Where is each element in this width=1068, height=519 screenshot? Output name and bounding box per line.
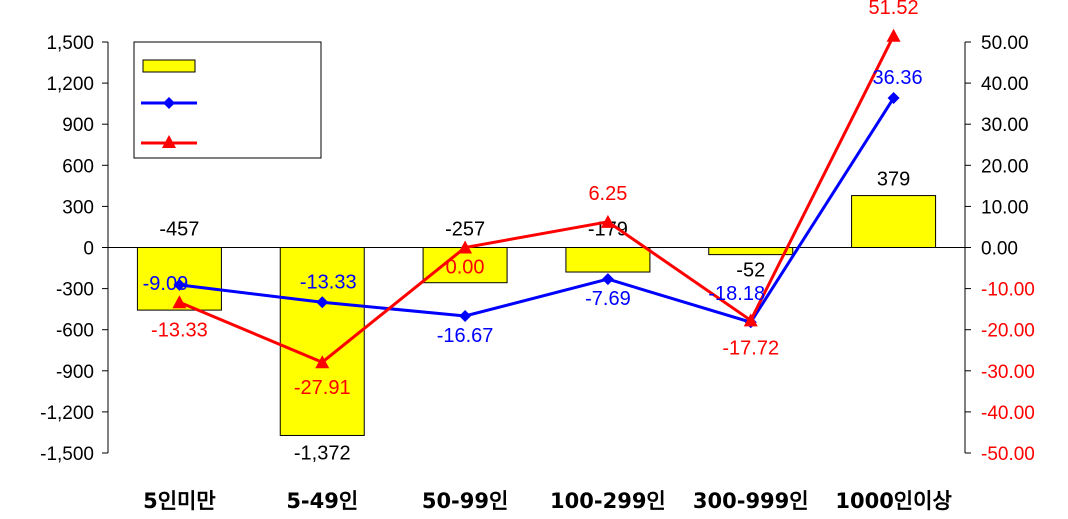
bar-data-label: 379 bbox=[877, 169, 910, 191]
y-right-tick-label: -30.00 bbox=[981, 362, 1035, 383]
x-category-label: 1000인이상 bbox=[835, 489, 951, 513]
red-series-point bbox=[743, 313, 758, 327]
y-left-tick-label: 0 bbox=[83, 239, 94, 260]
y-left-tick-label: 1,500 bbox=[46, 33, 94, 54]
blue-data-label: -16.67 bbox=[437, 325, 494, 347]
bar-data-label: -257 bbox=[445, 219, 485, 241]
legend-red-marker bbox=[162, 135, 176, 148]
blue-data-label: -9.09 bbox=[143, 273, 189, 295]
red-series-point bbox=[172, 295, 187, 309]
y-right-tick-label: 0.00 bbox=[981, 239, 1018, 260]
x-category-label: 50-99인 bbox=[422, 489, 508, 513]
blue-data-label: 36.36 bbox=[873, 67, 923, 89]
red-data-label: 0.00 bbox=[446, 257, 485, 279]
blue-series-point bbox=[173, 278, 186, 291]
red-series-point bbox=[458, 240, 473, 254]
blue-series-line bbox=[179, 97, 895, 324]
bar bbox=[565, 247, 651, 273]
y-right-tick-label: -10.00 bbox=[981, 280, 1035, 301]
red-data-label: 51.52 bbox=[869, 0, 919, 19]
y-right-tick-label: 10.00 bbox=[981, 197, 1029, 218]
x-category-label: 5-49인 bbox=[286, 489, 358, 513]
y-right-tick-label: 20.00 bbox=[981, 156, 1029, 177]
x-category-label: 300-999인 bbox=[693, 489, 809, 513]
bar-data-label: -457 bbox=[159, 219, 199, 241]
bar-data-label: -1,372 bbox=[294, 442, 351, 464]
red-series-point bbox=[600, 214, 615, 228]
y-left-tick-label: 1,200 bbox=[46, 74, 94, 95]
y-right-tick-label: 40.00 bbox=[981, 74, 1029, 95]
red-data-label: 6.25 bbox=[588, 183, 627, 205]
legend-blue-marker bbox=[163, 97, 175, 109]
bar-data-label: -52 bbox=[736, 260, 765, 282]
y-right-tick-label: -20.00 bbox=[981, 321, 1035, 342]
y-left-tick-label: -1,200 bbox=[40, 403, 94, 424]
red-data-label: -17.72 bbox=[722, 337, 779, 359]
blue-series-point bbox=[887, 92, 900, 105]
red-series-point bbox=[315, 355, 330, 369]
red-data-label: -27.91 bbox=[294, 377, 351, 399]
blue-series-point bbox=[601, 273, 614, 286]
red-data-label: -13.33 bbox=[151, 319, 208, 341]
y-left-tick-label: 300 bbox=[62, 197, 94, 218]
legend-bar-swatch bbox=[142, 59, 196, 73]
y-left-tick-label: -900 bbox=[56, 362, 94, 383]
y-left-tick-label: 900 bbox=[62, 115, 94, 136]
red-series-line bbox=[178, 35, 895, 364]
y-right-tick-label: -50.00 bbox=[981, 444, 1035, 465]
bar bbox=[851, 195, 937, 248]
legend bbox=[133, 41, 322, 159]
blue-data-label: -7.69 bbox=[585, 288, 631, 310]
bar bbox=[708, 247, 794, 256]
x-category-label: 100-299인 bbox=[550, 489, 666, 513]
y-left-tick-label: -600 bbox=[56, 321, 94, 342]
red-series-point bbox=[886, 28, 901, 42]
blue-series-point bbox=[316, 296, 329, 309]
blue-data-label: -13.33 bbox=[300, 271, 357, 293]
y-right-tick-label: -40.00 bbox=[981, 403, 1035, 424]
y-left-tick-label: 600 bbox=[62, 156, 94, 177]
blue-data-label: -18.18 bbox=[708, 283, 765, 305]
y-left-tick-label: -1,500 bbox=[40, 444, 94, 465]
y-right-tick-label: 30.00 bbox=[981, 115, 1029, 136]
x-category-label: 5인미만 bbox=[143, 489, 216, 513]
blue-series-point bbox=[459, 310, 472, 323]
y-left-tick-label: -300 bbox=[56, 280, 94, 301]
y-right-tick-label: 50.00 bbox=[981, 33, 1029, 54]
